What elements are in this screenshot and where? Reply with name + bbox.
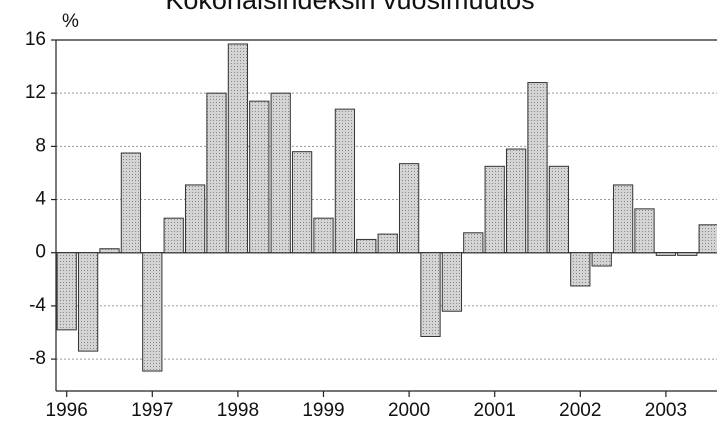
bar — [612, 184, 634, 254]
bar — [505, 148, 527, 254]
bar — [570, 252, 591, 287]
bar — [291, 151, 313, 254]
y-tick-label: 4 — [35, 189, 46, 210]
bar — [634, 208, 655, 254]
x-tick-label: 2003 — [645, 400, 687, 421]
bar — [398, 163, 420, 254]
bar — [206, 92, 227, 254]
y-tick-label: -8 — [29, 348, 46, 369]
y-tick-label: 12 — [25, 82, 46, 103]
x-tick-label: 2001 — [474, 400, 516, 421]
bar — [334, 108, 356, 254]
bar — [484, 165, 505, 254]
bar — [591, 252, 612, 267]
bar — [356, 238, 377, 254]
bar — [99, 248, 120, 254]
bar — [677, 252, 698, 256]
x-tick-label: 1998 — [217, 400, 259, 421]
bar — [420, 252, 441, 337]
bar — [441, 252, 463, 312]
y-axis-label: % — [62, 11, 79, 32]
x-tick-label: 2002 — [559, 400, 601, 421]
bar — [227, 43, 249, 254]
bar — [463, 232, 484, 254]
bar — [655, 252, 677, 256]
bar — [77, 252, 99, 352]
x-tick-label: 1996 — [46, 400, 88, 421]
bar — [56, 252, 77, 331]
bar — [270, 92, 291, 254]
y-tick-label: 16 — [25, 29, 46, 50]
bar — [184, 184, 206, 254]
bar — [142, 252, 163, 372]
chart-title: Kokonaisindeksin vuosimuutos — [165, 0, 534, 15]
y-tick-label: 0 — [35, 242, 46, 263]
bar — [548, 165, 570, 254]
bar — [698, 224, 717, 254]
bar — [377, 233, 398, 254]
y-tick-label: -4 — [29, 295, 46, 316]
bar — [120, 152, 142, 254]
x-tick-label: 1999 — [302, 400, 344, 421]
x-tick-label: 2000 — [388, 400, 430, 421]
bar — [163, 217, 184, 254]
bar — [313, 217, 334, 254]
bar — [249, 100, 270, 254]
bar — [527, 82, 548, 254]
x-tick-label: 1997 — [131, 400, 173, 421]
y-tick-label: 8 — [35, 135, 46, 156]
